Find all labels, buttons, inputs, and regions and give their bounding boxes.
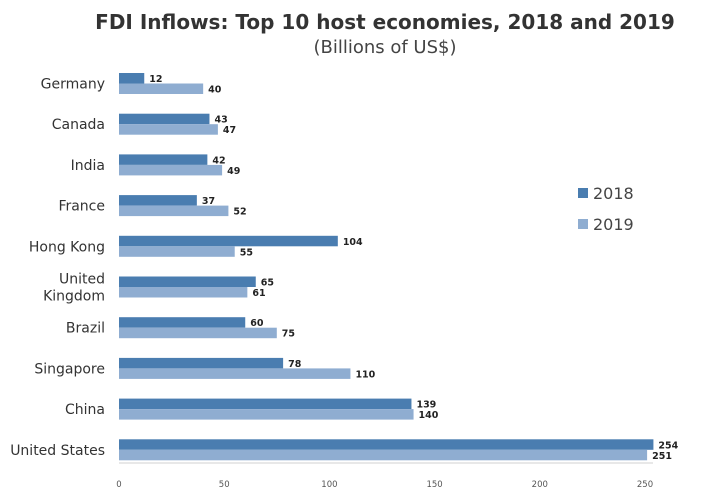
data-label-2018: 254 — [658, 440, 678, 451]
category-label: United States — [10, 443, 105, 459]
data-label-2018: 65 — [261, 278, 274, 289]
category-label: Singapore — [34, 361, 105, 377]
data-label-2019: 61 — [252, 288, 265, 299]
data-label-2018: 37 — [202, 196, 215, 207]
bar-2018 — [119, 154, 208, 165]
category-label: China — [65, 402, 105, 418]
category-label: France — [58, 199, 105, 215]
x-tick-label: 0 — [116, 480, 121, 490]
bar-2019 — [119, 246, 235, 257]
legend: 2018 2019 — [578, 184, 634, 234]
data-label-2019: 251 — [652, 451, 672, 462]
data-label-2018: 60 — [250, 318, 264, 329]
bar-2018 — [119, 398, 412, 410]
legend-label-2018: 2018 — [593, 184, 634, 203]
data-label-2018: 78 — [288, 359, 302, 370]
x-tick-label: 250 — [637, 480, 653, 490]
chart-title: FDI Inflows: Top 10 host economies, 2018… — [95, 10, 675, 34]
bar-2018 — [119, 439, 654, 450]
category-label: India — [71, 158, 105, 174]
bar-2018 — [119, 195, 197, 206]
data-label-2019: 40 — [208, 85, 222, 96]
bar-2018 — [119, 317, 246, 328]
bar-2019 — [119, 327, 277, 339]
category-label: United — [59, 272, 105, 288]
legend-swatch-2018 — [578, 188, 588, 198]
x-tick-label: 100 — [321, 480, 337, 490]
category-label: Kingdom — [43, 289, 105, 305]
x-tick-label: 150 — [426, 480, 442, 490]
data-label-2018: 42 — [212, 155, 225, 166]
bar-2019 — [119, 409, 414, 420]
data-label-2018: 104 — [343, 237, 363, 248]
bar-2019 — [119, 83, 204, 94]
legend-swatch-2019 — [578, 219, 588, 229]
bar-2019 — [119, 205, 229, 217]
bar-2018 — [119, 235, 338, 247]
data-label-2018: 139 — [416, 400, 436, 411]
data-label-2019: 55 — [240, 247, 253, 258]
data-label-2019: 140 — [419, 410, 439, 421]
data-label-2019: 110 — [355, 369, 375, 380]
bar-2019 — [119, 287, 248, 298]
bar-2019 — [119, 368, 351, 379]
bar-2019 — [119, 164, 223, 176]
bar-2019 — [119, 449, 648, 461]
category-label: Canada — [52, 117, 105, 133]
category-label: Hong Kong — [29, 239, 105, 255]
category-label: Germany — [41, 77, 105, 93]
data-label-2019: 49 — [227, 166, 240, 177]
legend-label-2019: 2019 — [593, 215, 634, 234]
data-label-2019: 47 — [223, 125, 236, 136]
data-label-2019: 75 — [282, 329, 295, 340]
data-label-2018: 43 — [214, 115, 227, 126]
bar-2018 — [119, 357, 284, 369]
bar-2018 — [119, 73, 145, 84]
category-label: Brazil — [66, 321, 105, 337]
data-label-2018: 12 — [149, 74, 162, 85]
bar-2019 — [119, 124, 218, 135]
x-tick-label: 200 — [532, 480, 548, 490]
chart-subtitle: (Billions of US$) — [313, 37, 456, 58]
bar-2018 — [119, 113, 210, 125]
data-label-2019: 52 — [233, 207, 246, 218]
bar-2018 — [119, 276, 256, 287]
x-tick-label: 50 — [219, 480, 230, 490]
